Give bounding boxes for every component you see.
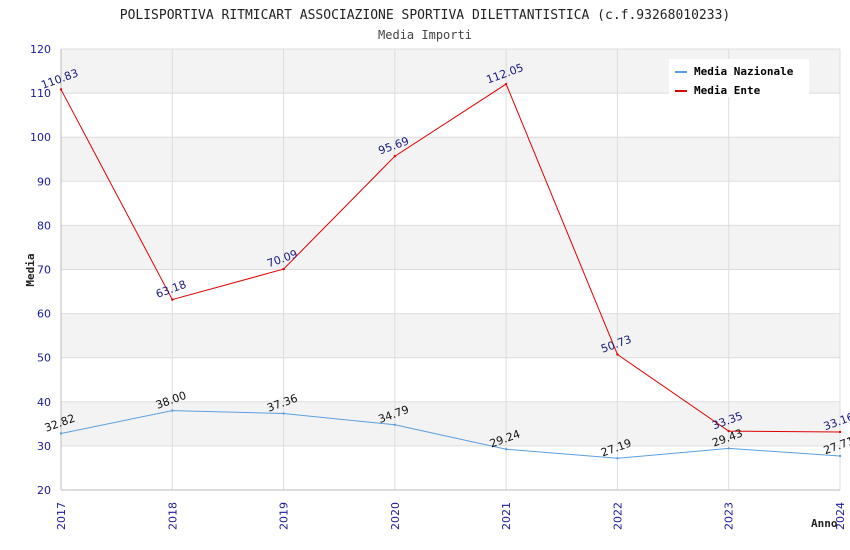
data-point [282,412,285,415]
series-lines [59,82,842,460]
series-line-ente [60,83,841,433]
chart-subtitle: Media Importi [378,28,472,42]
x-tick-label: 2022 [611,502,624,530]
data-point [727,447,730,450]
legend-label-nazionale: Media Nazionale [694,65,794,78]
y-tick-label: 60 [37,308,51,321]
data-point [282,267,285,271]
x-axis-label: Anno [811,517,838,530]
y-tick-label: 80 [37,219,51,232]
background-bands [61,49,840,490]
grid-band [61,269,840,314]
y-tick-label: 30 [37,440,51,453]
grid-band [61,93,840,138]
x-tick-label: 2018 [166,502,179,530]
chart-title: POLISPORTIVA RITMICART ASSOCIAZIONE SPOR… [120,8,730,23]
x-tick-label: 2020 [389,502,402,530]
x-tick-label: 2023 [723,502,736,530]
data-point [171,298,174,301]
y-axis-ticks: 20 30 40 50 60 70 80 90 100 110 120 [30,43,51,497]
y-tick-label: 50 [37,352,51,365]
x-tick-label: 2024 [834,502,847,530]
data-point [171,409,174,412]
grid-band [61,445,840,490]
data-point [393,155,397,158]
data-point [393,423,397,426]
legend: Media Nazionale Media Ente [669,59,809,97]
data-point [504,448,508,451]
legend-label-ente: Media Ente [694,84,761,97]
y-tick-label: 110 [30,87,51,100]
data-point [59,432,63,435]
y-tick-label: 120 [30,43,51,56]
y-tick-label: 90 [37,175,51,188]
data-point [616,457,619,460]
grid-band [61,357,840,402]
grid-band [61,137,840,182]
y-tick-label: 20 [37,484,51,497]
grid-band [61,225,840,270]
data-point [727,429,730,433]
data-point [838,430,842,434]
x-axis-ticks: 2017 2018 2019 2020 2021 2022 2023 2024 [55,502,847,530]
y-tick-label: 100 [30,131,51,144]
series-line-nazionale [60,410,841,459]
data-point [616,353,619,356]
x-tick-label: 2019 [278,502,291,530]
data-point [59,88,63,91]
y-axis-label: Media [24,253,37,286]
x-tick-label: 2021 [500,502,513,530]
grid-band [61,181,840,226]
x-tick-label: 2017 [55,502,68,530]
data-point [838,454,842,458]
y-tick-label: 70 [37,264,51,277]
grid-band [61,401,840,446]
y-tick-label: 40 [37,396,51,409]
legend-box [669,59,809,97]
data-point [504,82,508,86]
grid-band [61,313,840,358]
gridlines [60,48,841,491]
